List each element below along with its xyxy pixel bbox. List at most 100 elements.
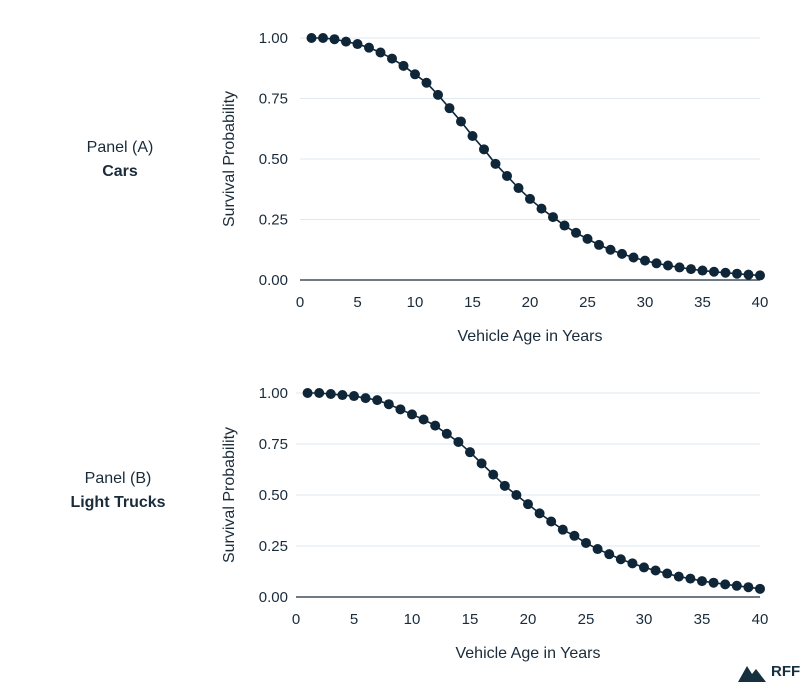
panel-a-data-point — [743, 269, 754, 280]
panel-b-data-point — [731, 580, 742, 591]
panel-b-data-point — [697, 576, 707, 587]
panel-b-y-tick-label: 0.00 — [259, 589, 288, 606]
panel-a-x-tick-label: 30 — [637, 294, 654, 311]
panel-a-data-point — [628, 252, 639, 263]
panel-b-data-point — [615, 554, 626, 565]
panel-b-data-point — [755, 583, 765, 594]
panel-b-x-tick-label: 40 — [752, 611, 769, 628]
panel-b-data-point — [453, 436, 464, 447]
panel-b-data-point — [337, 390, 348, 401]
panel-b-data-point — [627, 558, 638, 569]
panel-b-data-point — [604, 549, 615, 560]
panel-a-data-point — [548, 212, 558, 223]
panel-b-x-tick-label: 0 — [292, 611, 300, 628]
panel-a-x-axis-title: Vehicle Age in Years — [457, 328, 602, 345]
panel-a-y-axis-title: Survival Probability — [221, 91, 238, 227]
panel-b-data-point — [302, 388, 313, 398]
panel-b-data-point — [650, 565, 661, 576]
panel-a-x-tick-label: 5 — [353, 294, 361, 311]
panel-a-data-point — [571, 227, 581, 238]
panel-a-y-tick-label: 0.25 — [259, 212, 288, 229]
panel-b-x-tick-label: 30 — [636, 611, 653, 628]
panel-a-y-tick-label: 0.75 — [259, 91, 288, 108]
panel-a-data-point — [364, 42, 374, 53]
panel-b-data-point — [708, 577, 719, 588]
panel-b-data-point — [325, 389, 336, 400]
panel-b-data-point — [407, 409, 417, 420]
panel-b-x-axis-title: Vehicle Age in Years — [455, 645, 600, 662]
panel-b-data-point — [662, 568, 673, 579]
panel-b-x-tick-label: 15 — [462, 611, 479, 628]
panel-a-label-bottom: Cars — [102, 163, 138, 180]
panel-b-data-point — [557, 524, 568, 535]
panel-b-x-tick-label: 10 — [404, 611, 421, 628]
panel-a-data-point — [329, 34, 340, 45]
panel-a-y-tick-label: 1.00 — [259, 30, 288, 47]
panel-b-label: Panel (B) Light Trucks — [28, 467, 208, 515]
panel-a-data-point — [732, 268, 742, 279]
panel-a-data-point — [559, 220, 570, 231]
panel-a-x-tick-label: 40 — [752, 294, 769, 311]
panel-a-data-point — [709, 266, 719, 277]
panel-a-x-tick-label: 10 — [407, 294, 424, 311]
panel-b-data-point — [418, 414, 429, 425]
panel-a-data-point — [513, 183, 524, 194]
rff-logo: RFF — [738, 662, 808, 684]
panel-b-data-point — [349, 391, 359, 402]
panel-a-data-point — [697, 265, 708, 276]
panel-b-y-tick-label: 1.00 — [259, 385, 288, 402]
panel-a-data-point — [502, 170, 512, 181]
panel-b-data-point — [581, 537, 591, 548]
panel-b-y-tick-label: 0.50 — [259, 487, 288, 504]
panel-b-y-axis-title: Survival Probability — [221, 427, 238, 563]
panel-a-data-point — [536, 203, 547, 214]
panel-b-y-tick-label: 0.25 — [259, 538, 288, 555]
panel-a-x-tick-label: 20 — [522, 294, 539, 311]
panel-a-data-point — [479, 144, 489, 155]
panel-a-data-point — [617, 248, 627, 259]
panel-a-x-tick-label: 25 — [579, 294, 596, 311]
panel-a-data-point — [375, 47, 386, 58]
panel-b-data-point — [511, 490, 522, 500]
panel-a-x-tick-label: 15 — [464, 294, 481, 311]
panel-a-data-point — [306, 33, 317, 43]
panel-a-x-tick-label: 35 — [694, 294, 711, 311]
panel-a-label: Panel (A) Cars — [30, 136, 210, 184]
panel-b-data-point — [430, 420, 441, 431]
panel-b-data-point — [523, 499, 533, 510]
panel-a-data-point — [410, 69, 420, 80]
panel-a-data-point — [525, 193, 535, 204]
panel-a-series-line — [311, 37, 761, 277]
panel-b-data-point — [592, 544, 603, 555]
panel-b-data-point — [546, 516, 557, 527]
panel-a-data-point — [444, 103, 455, 114]
panel-a-data-point — [686, 264, 696, 275]
panel-b-x-tick-label: 25 — [578, 611, 595, 628]
panel-b-data-point — [465, 447, 475, 458]
panel-a-x-tick-label: 0 — [296, 294, 304, 311]
panel-b-data-point — [720, 579, 731, 590]
panel-a-y-tick-label: 0.50 — [259, 151, 288, 168]
panel-b-data-point — [476, 458, 487, 469]
panel-b-x-tick-label: 35 — [694, 611, 711, 628]
panel-b-data-point — [360, 393, 371, 404]
panel-b-data-point — [488, 469, 499, 480]
panel-a-data-point — [456, 116, 466, 127]
mountain-icon — [738, 666, 766, 682]
panel-a-data-point — [582, 233, 593, 244]
panel-b-y-tick-label: 0.75 — [259, 436, 288, 453]
panel-a-data-point — [341, 36, 351, 47]
panel-a-data-point — [467, 131, 478, 142]
panel-a-data-point — [387, 53, 397, 64]
panel-a-data-point — [421, 77, 432, 88]
panel-a-data-point — [755, 270, 765, 281]
panel-a-label-top: Panel (A) — [86, 139, 154, 156]
panel-a-data-point — [720, 267, 731, 278]
panel-b-data-point — [383, 399, 394, 410]
panel-a-data-point — [433, 89, 443, 100]
panel-b-label-top: Panel (B) — [84, 470, 152, 487]
panel-a-data-point — [674, 262, 685, 273]
panel-b-data-point — [685, 573, 696, 584]
panel-a-data-point — [318, 33, 328, 43]
